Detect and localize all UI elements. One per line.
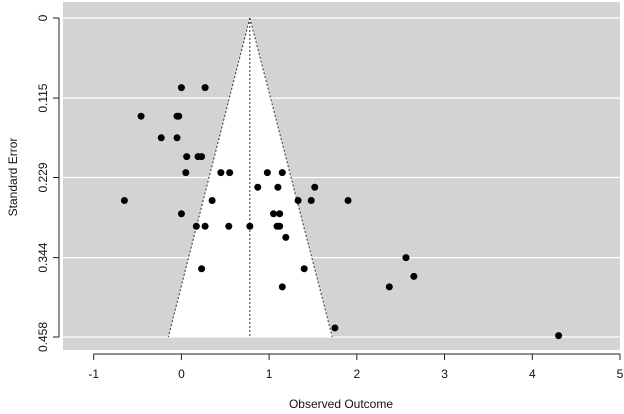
x-tick-label-2: 1 (266, 367, 273, 381)
y-tick-label-4: 0.458 (36, 322, 50, 352)
funnel-region (168, 18, 333, 337)
funnel-left-boundary (167, 17, 251, 338)
data-point-13 (192, 222, 200, 230)
y-tick-label-2: 0.229 (36, 162, 50, 192)
grid-layer (63, 17, 620, 338)
data-point-21 (254, 183, 262, 191)
x-tick-label-3: 2 (354, 367, 361, 381)
data-point-31 (307, 196, 315, 204)
data-point-24 (274, 183, 282, 191)
data-point-0 (120, 196, 128, 204)
data-point-39 (410, 272, 418, 280)
data-point-25 (270, 210, 278, 218)
y-tick-label-1: 0.115 (36, 83, 50, 112)
x-tick-label-0: -1 (88, 367, 99, 381)
x-tick-label-5: 4 (529, 367, 536, 381)
data-point-10 (198, 153, 206, 161)
data-point-34 (300, 265, 308, 273)
data-point-16 (208, 196, 216, 204)
data-point-3 (173, 134, 181, 142)
data-point-5 (175, 112, 183, 120)
data-point-35 (278, 283, 286, 291)
data-point-22 (263, 169, 271, 177)
data-point-19 (225, 222, 233, 230)
data-point-20 (246, 222, 254, 230)
plot-background (63, 2, 620, 350)
y-axis-title: Standard Error (6, 138, 20, 217)
data-point-38 (402, 254, 410, 262)
data-point-28 (276, 222, 284, 230)
data-point-11 (182, 169, 190, 177)
labels-layer: -1 0 1 2 3 4 5 0 0.115 0.229 0.344 0.458 Observed Ou… (6, 14, 623, 411)
axes-layer (53, 17, 621, 360)
data-point-6 (177, 84, 185, 92)
x-axis-title: Observed Outcome (289, 397, 393, 411)
data-point-17 (217, 169, 225, 177)
y-tick-label-3: 0.344 (36, 242, 50, 272)
data-point-32 (311, 183, 319, 191)
funnel-lines (167, 17, 333, 338)
data-point-40 (555, 332, 563, 340)
data-point-14 (201, 222, 209, 230)
data-point-30 (294, 196, 302, 204)
y-tick-label-0: 0 (36, 14, 50, 21)
data-point-12 (177, 210, 185, 218)
x-tick-label-4: 3 (441, 367, 448, 381)
x-tick-label-6: 5 (617, 367, 624, 381)
data-point-26 (276, 210, 284, 218)
data-point-29 (282, 233, 290, 241)
x-tick-label-1: 0 (178, 367, 185, 381)
funnel-right-boundary (249, 17, 333, 338)
data-point-36 (331, 324, 339, 332)
data-point-2 (157, 134, 165, 142)
data-point-8 (183, 153, 191, 161)
data-point-33 (344, 196, 352, 204)
data-point-1 (137, 112, 145, 120)
data-point-15 (198, 265, 206, 273)
data-point-7 (201, 84, 209, 92)
data-point-23 (278, 169, 286, 177)
points-layer (120, 84, 563, 340)
data-point-37 (385, 283, 393, 291)
data-point-18 (226, 169, 234, 177)
